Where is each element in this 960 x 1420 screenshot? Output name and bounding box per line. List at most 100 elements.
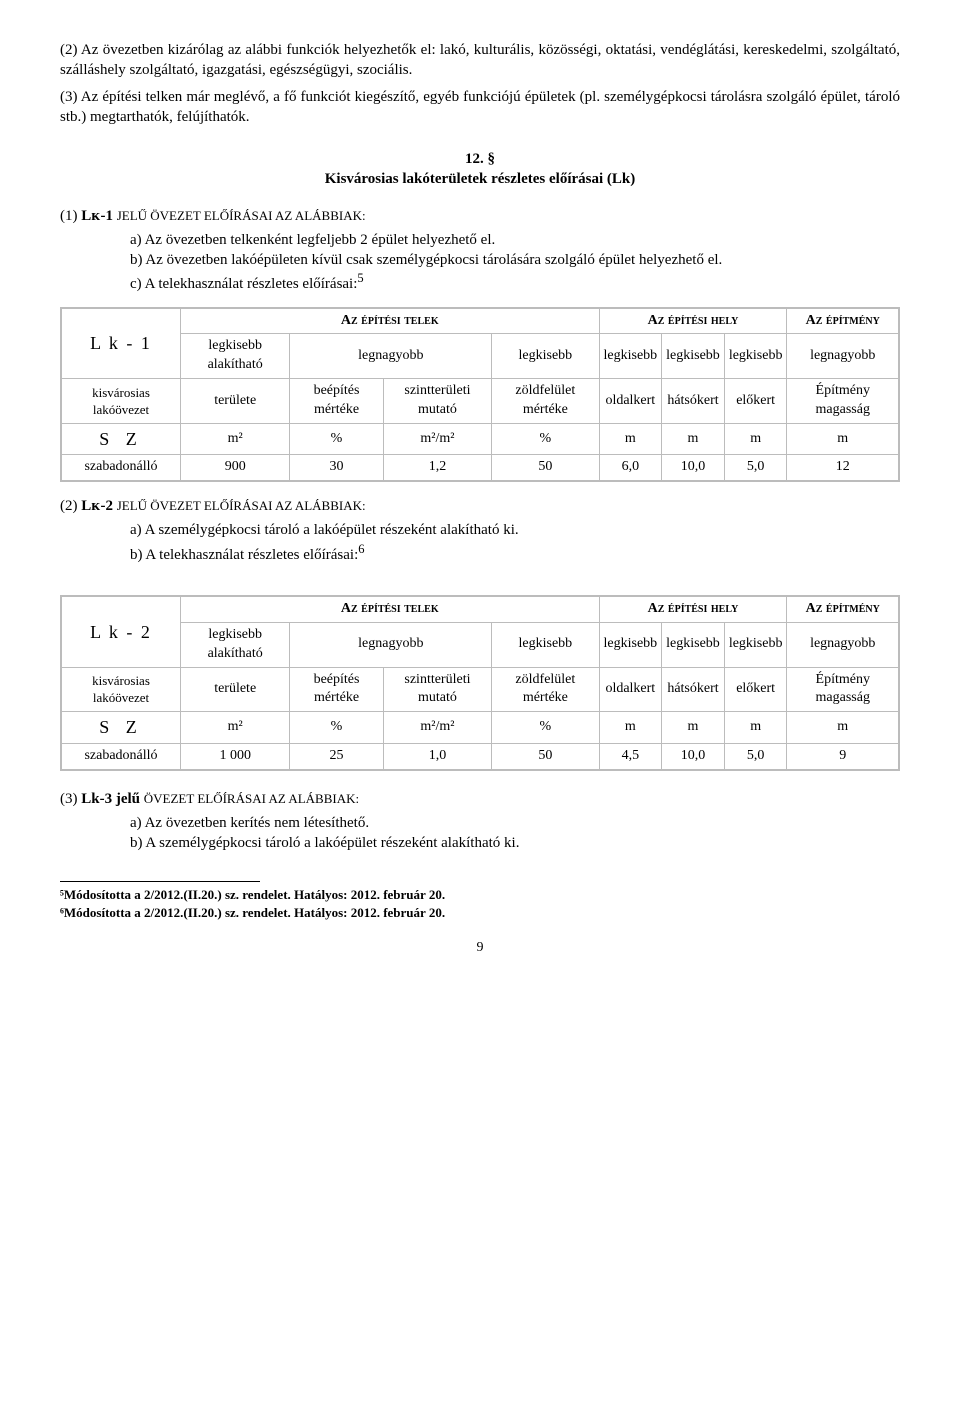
sub-legkisebb-2: legkisebb [599,334,662,379]
col-oldalkert: oldalkert [599,667,662,712]
section-title: Kisvárosias lakóterületek részletes előí… [60,169,900,189]
lk1-code: Lᴋ-1 [81,208,113,224]
col-elokert: előkert [724,379,787,424]
sub-legnagyobb: legnagyobb [290,334,492,379]
col-szint: szintterületi mutató [383,379,492,424]
sub-legnagyobb: legnagyobb [290,622,492,667]
val-mag: 9 [787,743,899,769]
lk2-item-a: a) A személygépkocsi tároló a lakóépület… [130,520,900,540]
unit-pct: % [290,712,383,743]
lk2-heading: (2) Lᴋ-2 JELŰ ÖVEZET ELŐÍRÁSAI AZ ALÁBBI… [60,496,900,516]
lk3-num: (3) [60,791,78,807]
zone-subtitle: kisvárosias lakóövezet [61,667,181,712]
val-zold: 50 [492,455,599,481]
unit-pct-2: % [492,423,599,454]
unit-m2m2: m²/m² [383,423,492,454]
lk3-item-b: b) A személygépkocsi tároló a lakóépület… [130,833,900,853]
col-zold: zöldfelület mértéke [492,379,599,424]
val-hatso: 10,0 [662,455,725,481]
sub-legnagyobb-2: legnagyobb [787,334,899,379]
unit-m2: m² [181,712,290,743]
col-szint: szintterületi mutató [383,667,492,712]
unit-m-4: m [787,423,899,454]
unit-pct-2: % [492,712,599,743]
lk1-item-a: a) Az övezetben telkenként legfeljebb 2 … [130,230,900,250]
sub-legkisebb-3: legkisebb [662,622,725,667]
lk3-rest: ÖVEZET ELŐÍRÁSAI AZ ALÁBBIAK: [144,791,359,806]
sz-label: S Z [61,423,181,454]
lk1-c-footref: 5 [357,271,363,285]
col-zold: zöldfelület mértéke [492,667,599,712]
col-elokert: előkert [724,667,787,712]
val-terulet: 900 [181,455,290,481]
table-row: L k - 2 Az építési telek Az építési hely… [61,596,899,622]
header-telek: Az építési telek [181,308,600,334]
lk1-rest: JELŰ ÖVEZET ELŐÍRÁSAI AZ ALÁBBIAK: [117,208,366,223]
lk1-table: L k - 1 Az építési telek Az építési hely… [60,307,900,483]
unit-m-2: m [662,712,725,743]
footnote-6: ⁶Módosította a 2/2012.(II.20.) sz. rende… [60,904,900,922]
unit-m-2: m [662,423,725,454]
sub-legkisebb-4: legkisebb [724,622,787,667]
zone-subtitle: kisvárosias lakóövezet [61,379,181,424]
lk1-item-b: b) Az övezetben lakóépületen kívül csak … [130,250,900,270]
table-row: szabadonálló 1 000 25 1,0 50 4,5 10,0 5,… [61,743,899,769]
table-row: legkisebb alakítható legnagyobb legkiseb… [61,334,899,379]
sub-legnagyobb-2: legnagyobb [787,622,899,667]
col-mag: Építmény magasság [787,667,899,712]
lk1-num: (1) [60,208,78,224]
footnote-rule [60,881,260,882]
col-hatsokert: hátsókert [662,379,725,424]
val-terulet: 1 000 [181,743,290,769]
table-row: kisvárosias lakóövezet területe beépítés… [61,667,899,712]
header-hely: Az építési hely [599,308,787,334]
header-epitmeny: Az építmény [787,308,899,334]
lk1-heading: (1) Lᴋ-1 JELŰ ÖVEZET ELŐÍRÁSAI AZ ALÁBBI… [60,206,900,226]
unit-m-3: m [724,423,787,454]
zone-cell: L k - 2 [61,596,181,667]
zone-code: L k - 2 [66,620,176,644]
unit-m-1: m [599,423,662,454]
val-zold: 50 [492,743,599,769]
sub-legkisebb-1: legkisebb [492,334,599,379]
unit-m2: m² [181,423,290,454]
szabadonallo: szabadonálló [61,743,181,769]
lk1-c-text: c) A telekhasználat részletes előírásai: [130,276,357,292]
sub-legkisebb-1: legkisebb [492,622,599,667]
val-beep: 25 [290,743,383,769]
val-mag: 12 [787,455,899,481]
col-hatsokert: hátsókert [662,667,725,712]
lk2-b-text: b) A telekhasználat részletes előírásai: [130,547,358,563]
val-hatso: 10,0 [662,743,725,769]
val-oldal: 6,0 [599,455,662,481]
col-beepites: beépítés mértéke [290,667,383,712]
table-row: L k - 1 Az építési telek Az építési hely… [61,308,899,334]
val-elo: 5,0 [724,455,787,481]
table-row: S Z m² % m²/m² % m m m m [61,423,899,454]
szabadonallo: szabadonálló [61,455,181,481]
unit-m2m2: m²/m² [383,712,492,743]
sub-legkisebb-alak: legkisebb alakítható [181,622,290,667]
footnote-5: ⁵Módosította a 2/2012.(II.20.) sz. rende… [60,886,900,904]
page-number: 9 [60,939,900,958]
col-oldalkert: oldalkert [599,379,662,424]
col-terulete: területe [181,379,290,424]
val-beep: 30 [290,455,383,481]
val-oldal: 4,5 [599,743,662,769]
sub-legkisebb-3: legkisebb [662,334,725,379]
table-row: S Z m² % m²/m² % m m m m [61,712,899,743]
zone-cell: L k - 1 [61,308,181,379]
paragraph-3: (3) Az építési telken már meglévő, a fő … [60,87,900,128]
table-row: legkisebb alakítható legnagyobb legkiseb… [61,622,899,667]
val-elo: 5,0 [724,743,787,769]
lk2-b-footref: 6 [358,542,364,556]
unit-pct: % [290,423,383,454]
sub-legkisebb-2: legkisebb [599,622,662,667]
lk2-table: L k - 2 Az építési telek Az építési hely… [60,595,900,771]
section-12-header: 12. § Kisvárosias lakóterületek részlete… [60,149,900,190]
header-hely: Az építési hely [599,596,787,622]
col-terulete: területe [181,667,290,712]
sz-label: S Z [61,712,181,743]
lk3-heading: (3) Lk-3 jelű ÖVEZET ELŐÍRÁSAI AZ ALÁBBI… [60,789,900,809]
unit-m-4: m [787,712,899,743]
